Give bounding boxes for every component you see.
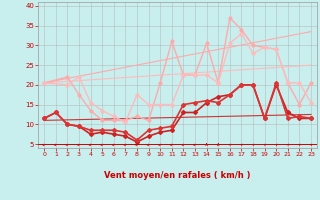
X-axis label: Vent moyen/en rafales ( km/h ): Vent moyen/en rafales ( km/h )	[104, 171, 251, 180]
